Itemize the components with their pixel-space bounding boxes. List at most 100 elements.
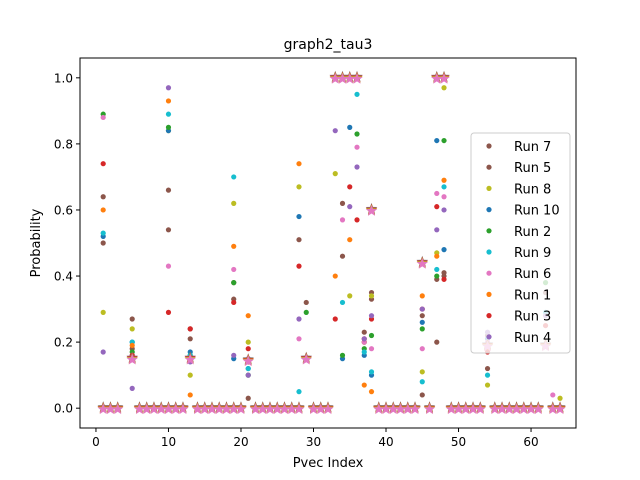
star-marker	[409, 403, 421, 415]
point-run-10	[296, 213, 302, 220]
star-marker	[206, 403, 218, 415]
star-marker	[148, 403, 160, 415]
point-run-3	[100, 161, 106, 167]
point-run-6	[231, 266, 237, 273]
star-marker	[249, 403, 262, 415]
y-tick-label: 0.8	[54, 137, 73, 151]
y-axis-ticks: 0.0 0.2 0.4 0.6 0.8 1.0	[54, 71, 80, 416]
point-run-5	[100, 240, 106, 246]
star-marker	[300, 353, 312, 365]
star-marker	[394, 403, 407, 415]
point-run-2	[354, 131, 360, 137]
legend-label-run-4: Run 4	[514, 331, 551, 346]
star-marker	[199, 403, 211, 415]
point-run-2	[368, 332, 375, 339]
point-run-4	[231, 352, 237, 358]
point-run-1	[368, 389, 375, 395]
star-marker	[307, 403, 320, 415]
point-run-8	[129, 326, 135, 332]
point-run-9	[419, 379, 425, 385]
star-marker	[518, 403, 530, 415]
star-marker	[525, 403, 537, 415]
y-tick-label: 0.2	[54, 336, 73, 350]
point-run-7	[339, 253, 346, 259]
point-run-7	[361, 329, 367, 335]
point-run-2	[231, 280, 237, 286]
star-marker	[467, 403, 479, 415]
star-marker	[547, 403, 559, 415]
point-run-10	[434, 137, 440, 144]
point-run-9	[296, 389, 302, 395]
point-run-9	[245, 365, 251, 372]
star-marker	[344, 72, 356, 84]
point-run-1	[231, 243, 237, 249]
star-marker	[510, 403, 523, 415]
point-run-2	[441, 137, 447, 144]
point-run-5	[296, 237, 302, 243]
x-tick-label: 20	[233, 435, 248, 449]
point-run-9	[231, 174, 237, 180]
point-run-4	[354, 164, 360, 170]
point-run-7	[165, 227, 172, 233]
star-marker	[438, 72, 450, 84]
point-run-8	[245, 339, 251, 345]
point-run-6	[434, 190, 440, 197]
legend-marker-run-5	[486, 164, 492, 170]
star-marker	[235, 403, 247, 415]
star-marker	[286, 403, 298, 415]
point-run-1	[361, 382, 367, 388]
legend-label-run-2: Run 2	[514, 225, 551, 240]
point-run-1	[332, 273, 338, 279]
point-run-10	[441, 247, 447, 253]
point-run-10	[419, 319, 425, 325]
star-marker	[191, 403, 204, 415]
x-tick-label: 0	[92, 435, 100, 449]
star-marker	[329, 72, 341, 84]
y-tick-label: 0.0	[54, 402, 73, 416]
point-run-6	[339, 217, 346, 223]
point-run-8	[484, 382, 491, 388]
point-run-1	[129, 342, 135, 349]
point-run-2	[434, 273, 440, 279]
point-run-9	[434, 266, 440, 273]
point-run-1	[434, 253, 440, 259]
y-axis-label: Probability	[29, 208, 44, 277]
point-run-4	[296, 316, 302, 322]
point-run-9	[361, 349, 367, 355]
star-marker	[257, 403, 269, 415]
point-run-6	[100, 114, 106, 121]
point-run-5	[165, 187, 172, 193]
legend-label-run-3: Run 3	[514, 310, 551, 325]
star-marker	[315, 403, 327, 415]
legend-marker-run-7	[486, 143, 492, 149]
point-run-8	[441, 85, 447, 91]
plot-marks	[97, 70, 566, 415]
star-marker	[489, 403, 501, 415]
data-points	[97, 70, 566, 415]
star-marker	[351, 72, 363, 84]
star-marker	[97, 403, 109, 415]
point-run-8	[557, 395, 563, 401]
point-run-9	[441, 184, 447, 190]
point-run-10	[347, 124, 353, 130]
point-run-4	[441, 207, 447, 213]
point-run-4	[434, 227, 440, 233]
point-run-9	[165, 111, 172, 117]
star-marker	[213, 403, 225, 415]
point-run-7	[245, 395, 251, 401]
point-run-2	[165, 124, 172, 130]
x-axis-ticks: 0 10 20 30 40 50 60	[92, 428, 539, 449]
point-run-6	[441, 194, 447, 200]
point-run-1	[419, 293, 425, 299]
point-run-5	[419, 313, 425, 319]
legend-marker-run-3	[486, 313, 492, 319]
legend-label-run-1: Run 1	[514, 288, 551, 303]
point-run-5	[187, 336, 193, 342]
star-marker	[278, 403, 291, 415]
point-run-8	[296, 184, 302, 190]
legend-box	[470, 132, 571, 354]
star-marker	[126, 353, 138, 365]
point-run-9	[339, 299, 346, 306]
legend: Run 7 Run 5 Run 8 Run 10 Run 2 Run 9 Run 6 Run …	[470, 132, 571, 354]
